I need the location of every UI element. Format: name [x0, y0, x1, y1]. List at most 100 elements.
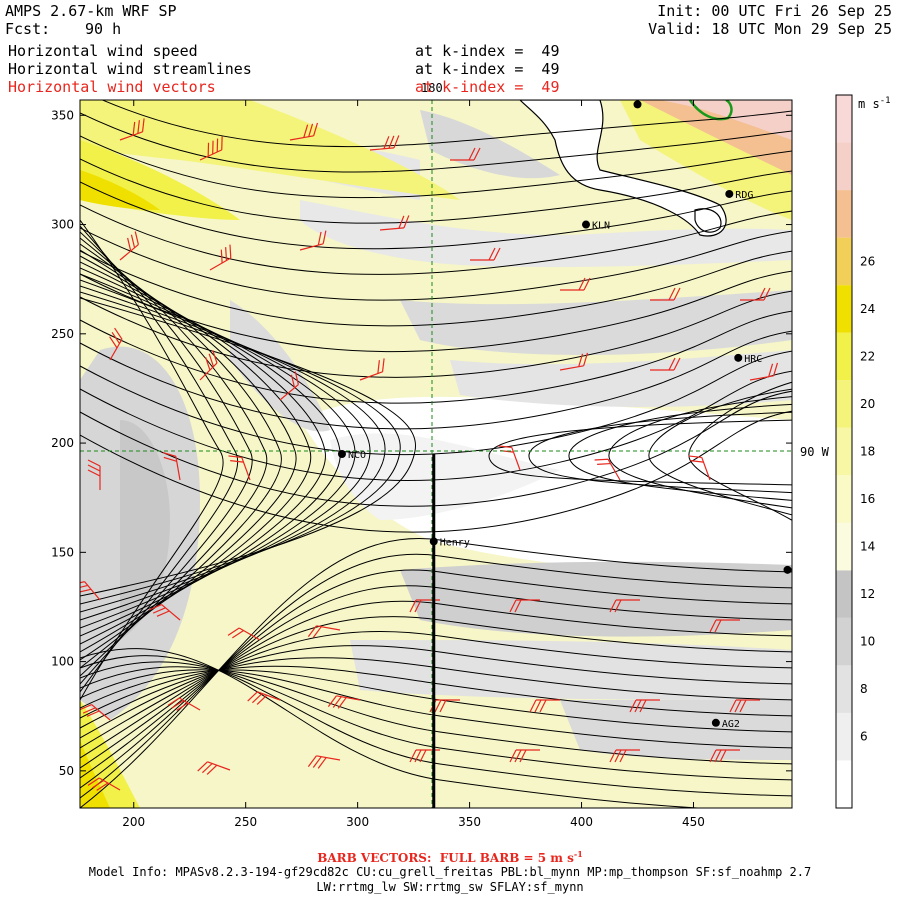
streamline [80, 645, 792, 739]
wind-barb [609, 749, 640, 763]
y-tick-label: 250 [51, 327, 74, 341]
longitude-label-180: 180 [421, 81, 443, 95]
streamline [80, 616, 792, 759]
station-label: HRC [744, 354, 762, 365]
colorbar-label: 6 [860, 730, 868, 744]
colorbar-label: 26 [860, 254, 875, 268]
field-level-streamlines: at k-index = 49 [415, 60, 560, 78]
streamline [80, 112, 792, 173]
streamline [528, 411, 792, 494]
colorbar-swatch [836, 522, 852, 571]
wind-barb [594, 458, 621, 481]
station-label: KLN [592, 221, 610, 232]
station-marker [337, 450, 346, 458]
colorbar-label: 16 [860, 492, 875, 506]
streamline [80, 310, 792, 404]
streamline [80, 661, 792, 781]
colorbar-swatch [836, 95, 852, 143]
streamline [488, 419, 792, 486]
barb-legend: BARB VECTORS: FULL BARB = 5 m s-1 [317, 849, 583, 865]
streamline [80, 250, 792, 327]
colorbar-swatch [836, 190, 852, 238]
streamline [80, 390, 792, 507]
streamline [568, 403, 792, 501]
station-marker [633, 100, 642, 109]
colorbar-units: m s-1 [858, 96, 891, 111]
y-tick-label: 150 [51, 545, 74, 559]
wind-barb [247, 691, 281, 705]
wind-barb [307, 625, 341, 638]
wind-barb [109, 327, 123, 361]
wind-barb [629, 699, 660, 713]
streamline [80, 585, 792, 779]
axes: 200 250 300 350 400 450 50 100 150 200 250 300 350 [51, 100, 792, 829]
station-marker [725, 189, 734, 198]
init-time: Init: 00 UTC Fri 26 Sep 25 [657, 2, 892, 20]
colorbar-swatch [836, 712, 852, 761]
colorbar-swatch [836, 665, 852, 713]
forecast-label: Fcst: [5, 20, 51, 38]
colorbar-swatch [836, 427, 852, 476]
wind-barb [119, 118, 145, 141]
streamline [80, 630, 792, 749]
y-tick-label: 350 [51, 108, 74, 122]
model-info-line-1: Model Info: MPASv8.2.3-194-gf29cd82c CU:… [88, 865, 812, 879]
y-tick-label: 100 [51, 655, 74, 669]
wind-barb [609, 599, 640, 613]
field-name-speed: Horizontal wind speed [8, 42, 198, 60]
streamline [80, 290, 792, 378]
colorbar-label: 24 [860, 302, 875, 316]
wind-barb [369, 135, 400, 151]
streamline [80, 227, 792, 301]
wind-barb [709, 619, 740, 633]
streamline [80, 158, 792, 224]
wind-barb [209, 244, 232, 271]
colorbar-swatch [836, 570, 852, 618]
wind-barb [167, 697, 201, 711]
wind-barb [359, 358, 385, 381]
streamline [80, 270, 792, 353]
y-tick-label: 300 [51, 218, 74, 232]
stations: NCO Henry KLN RDG HRC AG2 [337, 100, 792, 730]
wind-barb [197, 761, 231, 775]
colorbar-swatch [836, 760, 852, 808]
wind-barb [119, 231, 139, 261]
map-frame [79, 99, 793, 809]
colorbar-label: 22 [860, 349, 875, 363]
colorbar-label: 14 [860, 540, 875, 554]
wind-barb [729, 699, 760, 713]
wind-barb [409, 749, 440, 763]
wind-barb [199, 350, 218, 381]
wind-barb [80, 704, 111, 721]
valid-time: Valid: 18 UTC Mon 29 Sep 25 [648, 20, 892, 38]
streamline [80, 569, 792, 789]
wind-barb [327, 695, 361, 709]
field-level-vectors: at k-index = 49 [415, 78, 560, 96]
wind-barb [379, 215, 410, 231]
streamline [80, 655, 792, 797]
colorbar-swatch [836, 475, 852, 523]
wind-barb [470, 247, 501, 261]
station-marker [582, 220, 591, 229]
streamline [80, 666, 792, 765]
wind-barb [509, 749, 540, 763]
field-name-vectors: Horizontal wind vectors [8, 78, 216, 96]
streamline [80, 135, 792, 199]
wind-barb [559, 352, 589, 371]
colorbar-swatch [836, 285, 852, 333]
streamline [80, 410, 792, 533]
wind-barb [162, 451, 181, 481]
wind-barb [709, 749, 740, 763]
wind-barb [688, 455, 711, 481]
colorbar-swatch [836, 617, 852, 666]
station-marker [783, 565, 792, 574]
x-tick-label: 300 [346, 815, 369, 829]
streamline [80, 669, 792, 749]
wind-barb [749, 362, 779, 381]
wind-barb [409, 599, 440, 613]
x-tick-label: 250 [234, 815, 257, 829]
y-tick-label: 200 [51, 436, 74, 450]
station-marker [711, 718, 720, 727]
streamline [80, 350, 792, 456]
